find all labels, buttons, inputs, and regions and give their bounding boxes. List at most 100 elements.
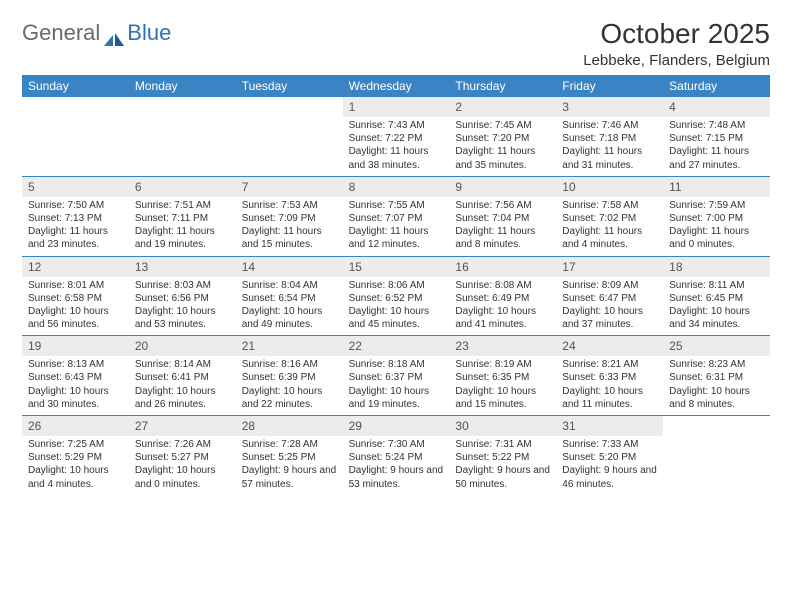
day-body: Sunrise: 7:58 AMSunset: 7:02 PMDaylight:… [556,199,663,252]
sunrise-text: Sunrise: 7:50 AM [28,199,123,212]
sunrise-text: Sunrise: 7:56 AM [455,199,550,212]
daylight-text: Daylight: 10 hours and 53 minutes. [135,305,230,331]
daylight-text: Daylight: 9 hours and 57 minutes. [242,464,337,490]
calendar-cell: 3Sunrise: 7:46 AMSunset: 7:18 PMDaylight… [556,97,663,176]
day-number: 18 [663,257,770,277]
sunset-text: Sunset: 6:41 PM [135,371,230,384]
sunset-text: Sunset: 7:20 PM [455,132,550,145]
sunset-text: Sunset: 5:25 PM [242,451,337,464]
day-headers: Sunday Monday Tuesday Wednesday Thursday… [22,75,770,97]
daylight-text: Daylight: 10 hours and 19 minutes. [349,385,444,411]
daylight-text: Daylight: 11 hours and 15 minutes. [242,225,337,251]
calendar-cell: 6Sunrise: 7:51 AMSunset: 7:11 PMDaylight… [129,177,236,256]
sunrise-text: Sunrise: 8:11 AM [669,279,764,292]
sunset-text: Sunset: 6:52 PM [349,292,444,305]
sunset-text: Sunset: 7:11 PM [135,212,230,225]
sunrise-text: Sunrise: 8:01 AM [28,279,123,292]
day-number: 12 [22,257,129,277]
calendar-cell: 29Sunrise: 7:30 AMSunset: 5:24 PMDayligh… [343,416,450,495]
dayhead-fri: Friday [556,75,663,97]
sunset-text: Sunset: 5:24 PM [349,451,444,464]
brand-part1: General [22,20,100,46]
calendar-cell: 15Sunrise: 8:06 AMSunset: 6:52 PMDayligh… [343,257,450,336]
sunrise-text: Sunrise: 7:55 AM [349,199,444,212]
day-body: Sunrise: 8:21 AMSunset: 6:33 PMDaylight:… [556,358,663,411]
calendar-cell: 12Sunrise: 8:01 AMSunset: 6:58 PMDayligh… [22,257,129,336]
sunset-text: Sunset: 6:54 PM [242,292,337,305]
day-body: Sunrise: 7:45 AMSunset: 7:20 PMDaylight:… [449,119,556,172]
day-body: Sunrise: 7:30 AMSunset: 5:24 PMDaylight:… [343,438,450,491]
day-body: Sunrise: 8:16 AMSunset: 6:39 PMDaylight:… [236,358,343,411]
calendar-cell: 23Sunrise: 8:19 AMSunset: 6:35 PMDayligh… [449,336,556,415]
day-number: 13 [129,257,236,277]
day-body: Sunrise: 8:18 AMSunset: 6:37 PMDaylight:… [343,358,450,411]
calendar-cell: 7Sunrise: 7:53 AMSunset: 7:09 PMDaylight… [236,177,343,256]
sunrise-text: Sunrise: 8:14 AM [135,358,230,371]
calendar-cell: 5Sunrise: 7:50 AMSunset: 7:13 PMDaylight… [22,177,129,256]
day-number: 5 [22,177,129,197]
sunset-text: Sunset: 7:09 PM [242,212,337,225]
sunrise-text: Sunrise: 8:08 AM [455,279,550,292]
brand-logo: General Blue [22,18,171,46]
day-body: Sunrise: 7:59 AMSunset: 7:00 PMDaylight:… [663,199,770,252]
day-number: 1 [343,97,450,117]
sunset-text: Sunset: 7:07 PM [349,212,444,225]
dayhead-mon: Monday [129,75,236,97]
calendar-cell: 25Sunrise: 8:23 AMSunset: 6:31 PMDayligh… [663,336,770,415]
sunrise-text: Sunrise: 8:09 AM [562,279,657,292]
sunset-text: Sunset: 6:31 PM [669,371,764,384]
calendar-cell [129,97,236,176]
calendar-cell: 24Sunrise: 8:21 AMSunset: 6:33 PMDayligh… [556,336,663,415]
sunrise-text: Sunrise: 7:46 AM [562,119,657,132]
daylight-text: Daylight: 10 hours and 4 minutes. [28,464,123,490]
header: General Blue October 2025 Lebbeke, Fland… [22,18,770,69]
sunrise-text: Sunrise: 8:18 AM [349,358,444,371]
day-number: 15 [343,257,450,277]
day-body: Sunrise: 7:51 AMSunset: 7:11 PMDaylight:… [129,199,236,252]
dayhead-thu: Thursday [449,75,556,97]
daylight-text: Daylight: 11 hours and 35 minutes. [455,145,550,171]
sunset-text: Sunset: 6:56 PM [135,292,230,305]
sunrise-text: Sunrise: 7:59 AM [669,199,764,212]
sunrise-text: Sunrise: 7:25 AM [28,438,123,451]
day-number: 21 [236,336,343,356]
sunset-text: Sunset: 6:47 PM [562,292,657,305]
calendar-cell: 26Sunrise: 7:25 AMSunset: 5:29 PMDayligh… [22,416,129,495]
calendar-cell [22,97,129,176]
dayhead-sat: Saturday [663,75,770,97]
sunrise-text: Sunrise: 7:53 AM [242,199,337,212]
sunrise-text: Sunrise: 8:19 AM [455,358,550,371]
calendar-cell: 9Sunrise: 7:56 AMSunset: 7:04 PMDaylight… [449,177,556,256]
day-body: Sunrise: 7:53 AMSunset: 7:09 PMDaylight:… [236,199,343,252]
day-body: Sunrise: 7:56 AMSunset: 7:04 PMDaylight:… [449,199,556,252]
day-number: 16 [449,257,556,277]
sunset-text: Sunset: 5:22 PM [455,451,550,464]
day-number: 3 [556,97,663,117]
daylight-text: Daylight: 9 hours and 50 minutes. [455,464,550,490]
sunrise-text: Sunrise: 7:33 AM [562,438,657,451]
day-number: 27 [129,416,236,436]
calendar-cell: 13Sunrise: 8:03 AMSunset: 6:56 PMDayligh… [129,257,236,336]
daylight-text: Daylight: 11 hours and 23 minutes. [28,225,123,251]
calendar-cell: 31Sunrise: 7:33 AMSunset: 5:20 PMDayligh… [556,416,663,495]
calendar-cell: 18Sunrise: 8:11 AMSunset: 6:45 PMDayligh… [663,257,770,336]
daylight-text: Daylight: 10 hours and 22 minutes. [242,385,337,411]
calendar-cell: 21Sunrise: 8:16 AMSunset: 6:39 PMDayligh… [236,336,343,415]
calendar-week: 12Sunrise: 8:01 AMSunset: 6:58 PMDayligh… [22,257,770,337]
day-number: 22 [343,336,450,356]
day-number [129,97,236,117]
day-body: Sunrise: 8:04 AMSunset: 6:54 PMDaylight:… [236,279,343,332]
day-number: 10 [556,177,663,197]
sunrise-text: Sunrise: 7:31 AM [455,438,550,451]
calendar-cell: 16Sunrise: 8:08 AMSunset: 6:49 PMDayligh… [449,257,556,336]
dayhead-sun: Sunday [22,75,129,97]
daylight-text: Daylight: 11 hours and 4 minutes. [562,225,657,251]
day-body: Sunrise: 7:48 AMSunset: 7:15 PMDaylight:… [663,119,770,172]
day-number: 29 [343,416,450,436]
day-body: Sunrise: 7:26 AMSunset: 5:27 PMDaylight:… [129,438,236,491]
day-body: Sunrise: 7:31 AMSunset: 5:22 PMDaylight:… [449,438,556,491]
day-number: 26 [22,416,129,436]
sunrise-text: Sunrise: 7:48 AM [669,119,764,132]
daylight-text: Daylight: 10 hours and 56 minutes. [28,305,123,331]
sunset-text: Sunset: 6:35 PM [455,371,550,384]
